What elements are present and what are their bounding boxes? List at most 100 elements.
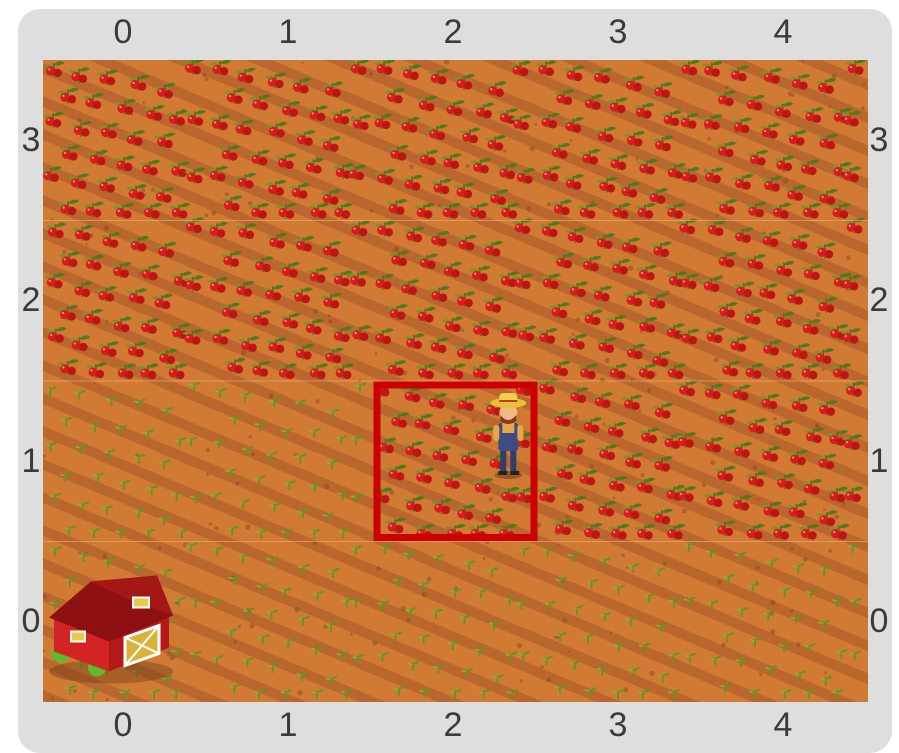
soil-speck <box>250 452 256 457</box>
soil-speck <box>301 61 304 64</box>
furrow-line <box>402 60 868 256</box>
barn-icon <box>49 575 173 684</box>
soil-speck <box>235 481 240 486</box>
soil-speck <box>599 377 606 383</box>
soil-speck <box>649 670 655 676</box>
soil-speck <box>471 418 476 423</box>
soil-speck <box>43 649 45 653</box>
soil-speck <box>43 593 47 600</box>
soil-speck <box>488 497 494 502</box>
soil-speck <box>725 85 729 89</box>
soil-speck <box>426 576 432 582</box>
soil-speck <box>102 553 108 559</box>
soil-speck <box>141 188 146 193</box>
soil-speck <box>249 623 255 629</box>
soil-speck <box>815 312 821 318</box>
left-axis-label: 1 <box>21 442 41 480</box>
soil-speck <box>77 117 82 123</box>
plot-tomato <box>207 60 372 219</box>
soil-speck <box>846 255 851 260</box>
soil-speck <box>609 632 612 635</box>
plot-tomato <box>535 60 701 219</box>
soil-speck <box>350 632 353 636</box>
soil-speck <box>400 606 407 612</box>
soil-speck <box>233 640 238 644</box>
soil-speck <box>821 367 825 371</box>
soil-speck <box>814 424 820 429</box>
farm-field[interactable] <box>43 60 868 702</box>
soil-speck <box>368 71 374 77</box>
top-axis-label: 1 <box>278 13 298 51</box>
soil-speck <box>105 698 109 702</box>
soil-speck <box>625 566 629 569</box>
furrow-line <box>638 60 868 157</box>
soil-speck <box>602 422 606 426</box>
soil-speck <box>389 490 395 495</box>
furrow-line <box>43 491 544 702</box>
furrow-line <box>43 590 308 702</box>
furrow-line <box>88 60 868 388</box>
right-axis-label: 3 <box>869 121 889 159</box>
soil-speck <box>572 333 575 336</box>
soil-speck <box>406 617 411 622</box>
farm-field-canvas <box>43 60 868 702</box>
soil-speck <box>846 288 849 292</box>
soil-speck <box>77 551 82 555</box>
soil-speck <box>62 249 67 254</box>
soil-speck <box>374 352 378 356</box>
top-axis-label: 4 <box>773 13 793 51</box>
soil-speck <box>526 205 532 212</box>
soil-speck <box>841 502 846 506</box>
soil-speck <box>166 652 171 657</box>
right-axis-label: 0 <box>869 602 889 640</box>
soil-speck <box>640 473 645 478</box>
soil-speck <box>540 665 544 669</box>
soil-speck <box>831 73 837 79</box>
plot-tomato <box>44 217 205 380</box>
soil-speck <box>169 654 176 661</box>
soil-speck <box>297 689 303 696</box>
soil-speck <box>627 265 634 271</box>
soil-speck <box>562 617 568 623</box>
soil-speck <box>516 642 523 649</box>
bottom-axis-label: 0 <box>113 706 133 744</box>
bottom-axis-label: 2 <box>443 706 463 744</box>
soil-speck <box>293 452 298 457</box>
soil-speck <box>795 641 801 647</box>
furrow-line <box>245 60 868 322</box>
furrow-line <box>43 326 868 685</box>
soil-speck <box>769 599 776 606</box>
soil-speck <box>574 415 579 419</box>
soil-speck <box>828 105 832 109</box>
soil-speck <box>787 91 793 97</box>
plot-sprout <box>540 542 698 699</box>
plot-tomato <box>702 381 865 540</box>
plot-sprout <box>704 543 863 699</box>
soil-speck <box>208 522 212 526</box>
soil-speck <box>502 149 507 153</box>
soil-speck <box>409 164 414 169</box>
soil-speck <box>715 213 719 218</box>
farmer-icon <box>490 393 527 479</box>
soil-speck <box>438 204 442 207</box>
plot-sprout <box>209 545 365 699</box>
soil-speck <box>755 565 761 570</box>
soil-speck <box>454 586 459 591</box>
soil-speck <box>103 225 110 231</box>
bottom-axis-label: 4 <box>773 706 793 744</box>
soil-speck <box>313 308 319 314</box>
soil-speck <box>589 463 595 469</box>
soil-speck <box>861 106 865 111</box>
soil-speck <box>482 557 486 561</box>
soil-speck <box>240 350 247 356</box>
soil-speck <box>755 580 759 584</box>
plot-tomato <box>536 218 700 380</box>
soil-speck <box>214 526 219 531</box>
soil-speck <box>505 353 509 357</box>
plot-sprout <box>44 381 203 539</box>
top-axis-label: 3 <box>608 13 628 51</box>
soil-speck <box>790 547 794 551</box>
soil-speck <box>546 677 552 683</box>
soil-speck <box>268 393 274 399</box>
soil-speck <box>630 378 634 382</box>
